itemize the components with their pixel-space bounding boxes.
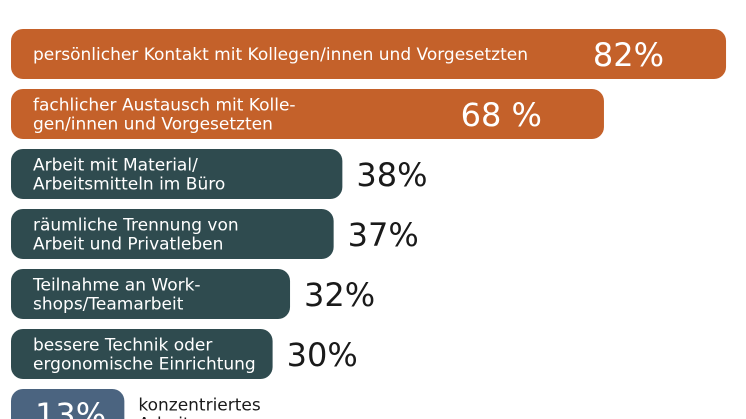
bar-5-value: 32% [304, 276, 375, 314]
bar-row-3: Arbeit mit Material/Arbeitsmitteln im Bü… [11, 149, 427, 199]
bar-7-label-line-1: konzentriertes [138, 396, 261, 416]
bar-4-label-line-2: Arbeit und Privatleben [33, 235, 223, 255]
bar-6-value: 30% [287, 336, 358, 374]
bar-5-label-line-1: Teilnahme an Work- [32, 276, 201, 296]
bar-5 [11, 269, 291, 319]
bar-row-1: persönlicher Kontakt mit Kollegen/innen … [11, 29, 727, 79]
bar-2-value: 68 % [461, 96, 542, 134]
bar-7-value: 13% [35, 396, 106, 419]
bar-row-7: konzentriertesArbeiten 13% [11, 389, 261, 419]
bar-1-value: 82% [593, 36, 664, 74]
bar-6 [11, 329, 273, 379]
bar-row-2: fachlicher Austausch mit Kolle-gen/innen… [11, 89, 604, 139]
bar-7-label-line-2: Arbeiten [138, 415, 211, 419]
bar-3 [11, 149, 343, 199]
bar-5-label-line-2: shops/Teamarbeit [33, 295, 184, 315]
bar-row-5: Teilnahme an Work-shops/Teamarbeit 32% [11, 269, 375, 319]
bar-2 [11, 89, 604, 139]
bar-4 [11, 209, 334, 259]
bar-1 [11, 29, 727, 79]
bar-2-label-line-1: fachlicher Austausch mit Kolle- [33, 96, 296, 116]
bar-4-label-line-1: räumliche Trennung von [33, 216, 239, 236]
bar-6-label-line-1: bessere Technik oder [33, 336, 212, 356]
bar-3-label-line-1: Arbeit mit Material/ [33, 156, 198, 176]
bar-3-label-line-2: Arbeitsmitteln im Büro [33, 175, 225, 195]
bar-4-value: 37% [348, 216, 419, 254]
bar-2-label-line-2: gen/innen und Vorgesetzten [33, 115, 273, 135]
bar-6-label-line-2: ergonomische Einrichtung [33, 355, 256, 375]
bar-1-label-line-1: persönlicher Kontakt mit Kollegen/innen … [33, 45, 528, 65]
bar-7 [11, 389, 125, 419]
bar-3-value: 38% [356, 156, 427, 194]
